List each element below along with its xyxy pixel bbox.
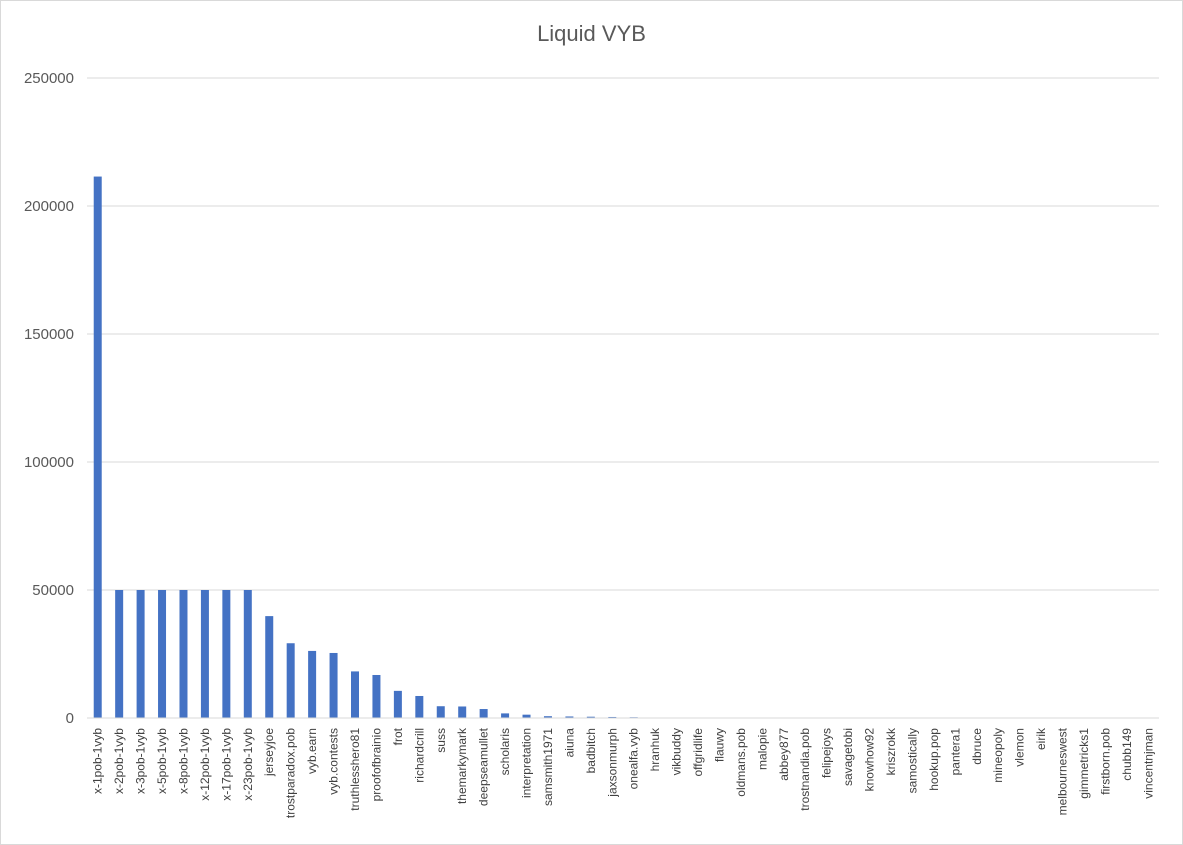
bar <box>351 671 359 718</box>
x-tick-label: hookup.pop <box>927 728 941 791</box>
x-tick-label: oldmans.pob <box>734 728 748 797</box>
x-tick-label: interpretation <box>520 728 534 798</box>
bar <box>115 590 124 718</box>
x-tick-label: truthlesshero81 <box>348 728 362 811</box>
x-tick-label: melbourneswest <box>1056 727 1070 815</box>
x-tick-label: vincentnjman <box>1141 728 1155 799</box>
bar <box>543 716 552 718</box>
x-tick-label: flauwy <box>712 728 726 762</box>
x-tick-label: x-5pob-1vyb <box>155 728 169 794</box>
x-tick-label: trostnandia.pob <box>798 728 812 811</box>
bar <box>458 706 467 718</box>
bar <box>415 695 424 718</box>
y-tick-label: 200000 <box>24 198 74 215</box>
x-tick-label: x-23pob-1vyb <box>241 728 255 801</box>
x-tick-label: x-8pob-1vyb <box>176 728 190 794</box>
x-tick-label: frot <box>391 727 405 745</box>
x-tick-label: abbey877 <box>777 728 791 781</box>
bar <box>501 713 510 718</box>
bar <box>608 716 617 718</box>
x-tick-label: kriszrokk <box>884 727 898 775</box>
bar <box>265 616 274 718</box>
bar <box>372 674 381 718</box>
x-tick-label: felipejoys <box>820 728 834 778</box>
bar <box>479 709 488 718</box>
x-tick-label: samostically <box>905 728 919 793</box>
x-tick-label: vlemon <box>1013 728 1027 767</box>
x-tick-label: proofofbrainio <box>369 728 383 802</box>
x-tick-label: x-3pob-1vyb <box>134 728 148 794</box>
x-tick-label: malopie <box>755 728 769 770</box>
x-tick-label: deepseamullet <box>477 727 491 806</box>
x-tick-label: offgridlife <box>691 728 705 777</box>
chart-title: Liquid VYB <box>537 21 646 46</box>
x-tick-label: hranhuk <box>648 727 662 771</box>
x-tick-label: onealfa.vyb <box>627 728 641 790</box>
x-tick-label: trostparadox.pob <box>284 728 298 818</box>
bar <box>393 690 402 718</box>
bar <box>308 650 317 718</box>
x-tick-label: mineopoly <box>991 728 1005 783</box>
x-tick-label: themarkymark <box>455 727 469 804</box>
x-tick-label: suss <box>434 728 448 753</box>
x-tick-label: vikbuddy <box>670 728 684 775</box>
x-tick-label: pantera1 <box>948 728 962 776</box>
y-tick-label: 0 <box>66 710 74 727</box>
x-tick-label: richardcrill <box>412 728 426 783</box>
y-tick-label: 50000 <box>32 582 74 599</box>
x-tick-label: savagetobi <box>841 728 855 786</box>
bar <box>329 652 338 718</box>
x-tick-label: knowhow92 <box>863 728 877 792</box>
bar <box>286 643 295 718</box>
bar <box>136 590 145 718</box>
x-tick-label: scholaris <box>498 728 512 775</box>
bar <box>222 590 231 718</box>
x-tick-label: vyb.earn <box>305 728 319 774</box>
x-tick-label: gimmetricks1 <box>1077 728 1091 799</box>
x-tick-label: aiuna <box>562 728 576 758</box>
x-tick-label: vyb.contests <box>327 728 341 795</box>
y-tick-label: 250000 <box>24 70 74 87</box>
x-tick-label: chubb149 <box>1120 728 1134 781</box>
x-tick-label: x-1pob-1vyb <box>91 728 105 794</box>
x-tick-label: dbruce <box>970 728 984 765</box>
x-tick-label: firstborn.pob <box>1098 728 1112 795</box>
y-tick-label: 150000 <box>24 326 74 343</box>
bar <box>200 590 209 718</box>
bar <box>93 176 102 718</box>
bar <box>243 590 252 718</box>
bar <box>522 714 531 718</box>
bar <box>586 716 595 718</box>
bar <box>436 706 445 718</box>
x-tick-label: x-17pob-1vyb <box>219 728 233 801</box>
x-tick-label: eirik <box>1034 727 1048 750</box>
bar <box>565 716 574 718</box>
bar <box>158 590 167 718</box>
y-tick-label: 100000 <box>24 454 74 471</box>
x-tick-label: x-2pob-1vyb <box>112 728 126 794</box>
x-tick-label: jerseyjoe <box>262 728 276 777</box>
x-tick-label: badbitch <box>584 728 598 773</box>
x-tick-label: x-12pob-1vyb <box>198 728 212 801</box>
bar <box>179 590 188 718</box>
x-tick-label: jaxsonmurph <box>605 728 619 798</box>
x-tick-label: samsmith1971 <box>541 728 555 806</box>
